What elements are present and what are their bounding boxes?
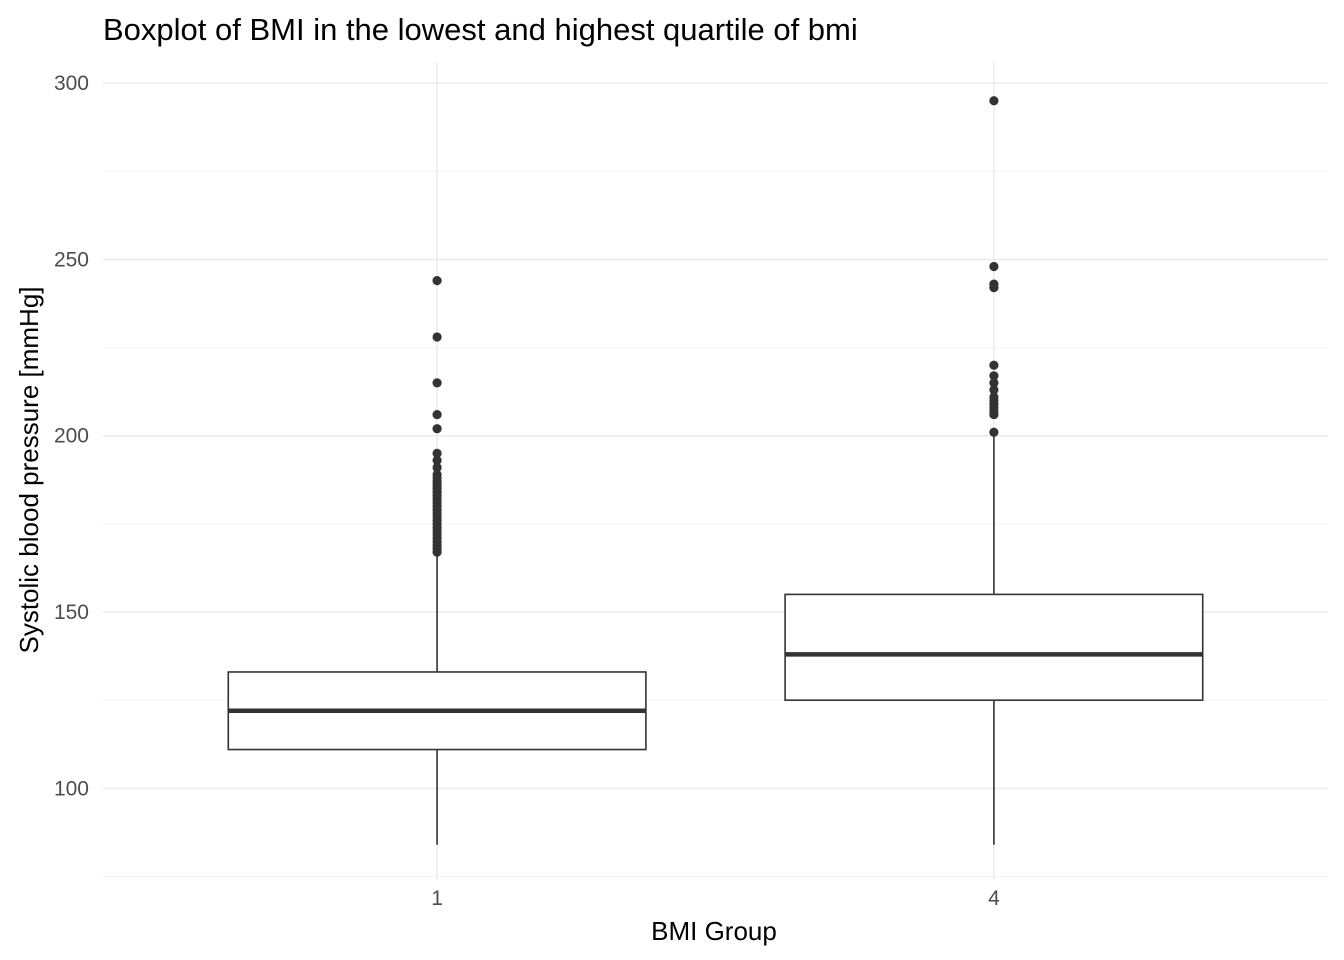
- box-group-1: [227, 276, 647, 845]
- boxes-layer: [227, 96, 1204, 845]
- x-axis-title: BMI Group: [651, 916, 777, 946]
- y-tick-label: 100: [54, 777, 89, 800]
- outlier-point: [989, 360, 999, 370]
- outlier-point: [989, 371, 999, 381]
- outlier-point: [432, 469, 442, 480]
- outlier-point: [989, 261, 999, 272]
- outlier-point: [432, 462, 442, 473]
- y-tick-label: 250: [54, 248, 89, 271]
- outlier-point: [989, 385, 999, 395]
- outlier-point: [432, 448, 442, 458]
- box-group-4: [784, 96, 1204, 845]
- x-tick-label: 4: [988, 887, 1000, 910]
- outlier-point: [989, 279, 999, 289]
- outlier-point: [989, 96, 999, 106]
- iqr-box: [784, 593, 1204, 701]
- outlier-point: [989, 427, 999, 437]
- outlier-point: [432, 424, 442, 434]
- grid-lines: [103, 62, 1328, 880]
- chart-title: Boxplot of BMI in the lowest and highest…: [103, 12, 858, 47]
- outlier-point: [432, 378, 442, 388]
- outlier-point: [432, 409, 442, 420]
- outlier-point: [989, 392, 999, 402]
- outlier-point: [432, 332, 442, 342]
- outlier-point: [432, 276, 442, 286]
- y-tick-label: 150: [54, 601, 89, 624]
- y-tick-label: 200: [54, 425, 89, 448]
- outlier-point: [432, 455, 442, 466]
- outlier-point: [989, 378, 999, 388]
- x-tick-label: 1: [431, 887, 443, 910]
- y-tick-label: 300: [54, 72, 89, 95]
- y-axis-title: Systolic blood pressure [mmHg]: [14, 286, 44, 653]
- axis-labels: 100 150 200 250 300 1 4: [54, 72, 1000, 910]
